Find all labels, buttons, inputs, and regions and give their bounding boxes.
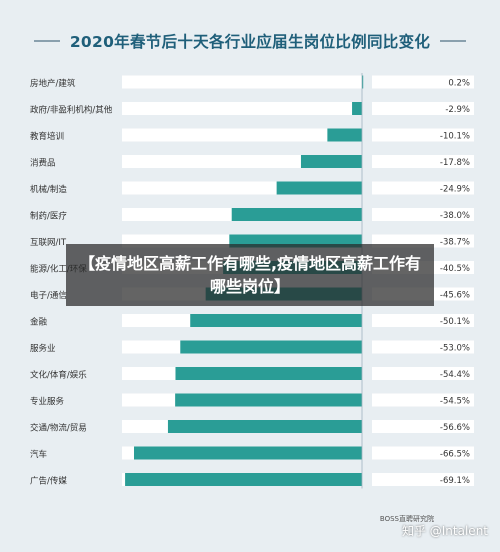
value-label: -56.6%: [440, 423, 470, 433]
category-label: 消费品: [30, 158, 56, 169]
value-label-box: [372, 393, 474, 407]
title-row: 2020年春节后十天各行业应届生岗位比例同比变化: [0, 26, 500, 56]
data-bar: [362, 75, 364, 89]
category-label: 文化/体育/娱乐: [30, 370, 87, 381]
value-label-box: [372, 340, 474, 354]
value-label-box: [372, 75, 474, 89]
category-label: 制药/医疗: [30, 211, 67, 222]
value-label-box: [372, 208, 474, 221]
data-bar: [276, 181, 362, 195]
value-label: -38.0%: [440, 211, 470, 221]
value-label: 0.2%: [448, 79, 470, 89]
data-bar: [175, 367, 362, 380]
category-label: 广告/传媒: [30, 476, 67, 487]
value-label-box: [372, 181, 474, 195]
category-label: 机械/制造: [30, 184, 67, 195]
bar-track: [122, 102, 362, 115]
data-bar: [327, 128, 362, 142]
title-left-rule: [33, 40, 60, 42]
category-label: 互联网/IT: [30, 238, 67, 248]
value-label: -24.9%: [440, 185, 470, 195]
chart-title: 2020年春节后十天各行业应届生岗位比例同比变化: [69, 33, 431, 51]
value-label-box: [372, 446, 474, 460]
value-label: -10.1%: [440, 132, 470, 142]
value-label: -45.6%: [440, 291, 470, 301]
value-label-box: [372, 367, 474, 380]
category-label: 交通/物流/贸易: [30, 423, 87, 434]
category-label: 服务业: [30, 343, 56, 354]
data-bar: [175, 393, 362, 407]
headline-banner-text: 【疫情地区高薪工作有哪些,疫情地区高薪工作有哪些岗位】: [78, 254, 422, 296]
source-note: BOSS直聘研究院: [379, 515, 434, 523]
value-label: -54.4%: [440, 370, 470, 380]
value-label: -66.5%: [440, 450, 470, 460]
bar-track: [122, 75, 362, 89]
data-bar: [300, 155, 362, 168]
headline-banner: 【疫情地区高薪工作有哪些,疫情地区高薪工作有哪些岗位】: [66, 244, 434, 306]
value-label-box: [372, 314, 474, 327]
title-right-rule: [440, 40, 467, 42]
value-label: -17.8%: [440, 158, 470, 168]
watermark: 知乎 @Intalent: [401, 524, 488, 538]
category-label: 专业服务: [30, 396, 65, 407]
data-bar: [231, 208, 362, 221]
category-label: 能源/化工/环保: [30, 264, 87, 275]
category-label: 汽车: [30, 449, 47, 460]
category-label: 政府/非盈利机构/其他: [30, 105, 113, 116]
category-label: 房地产/建筑: [30, 78, 76, 89]
bar-track: [122, 128, 362, 142]
value-label: -2.9%: [445, 105, 470, 115]
data-bar: [352, 102, 362, 115]
value-label-box: [372, 128, 474, 142]
data-bar: [125, 473, 362, 486]
value-label: -38.7%: [440, 238, 470, 248]
value-label: -69.1%: [440, 476, 470, 486]
data-bar: [190, 314, 362, 327]
value-label-box: [372, 102, 474, 115]
value-label-box: [372, 420, 474, 433]
value-label-box: [372, 473, 474, 486]
data-bar: [167, 420, 362, 433]
category-label: 金融: [30, 317, 48, 328]
value-label: -54.5%: [440, 397, 470, 407]
category-label: 电子/通信: [30, 290, 67, 301]
value-label: -50.1%: [440, 317, 470, 327]
value-label: -40.5%: [440, 264, 470, 274]
data-bar: [180, 340, 362, 354]
value-label-box: [372, 155, 474, 168]
category-label: 教育培训: [30, 131, 64, 142]
data-bar: [134, 446, 362, 460]
value-label: -53.0%: [440, 344, 470, 354]
